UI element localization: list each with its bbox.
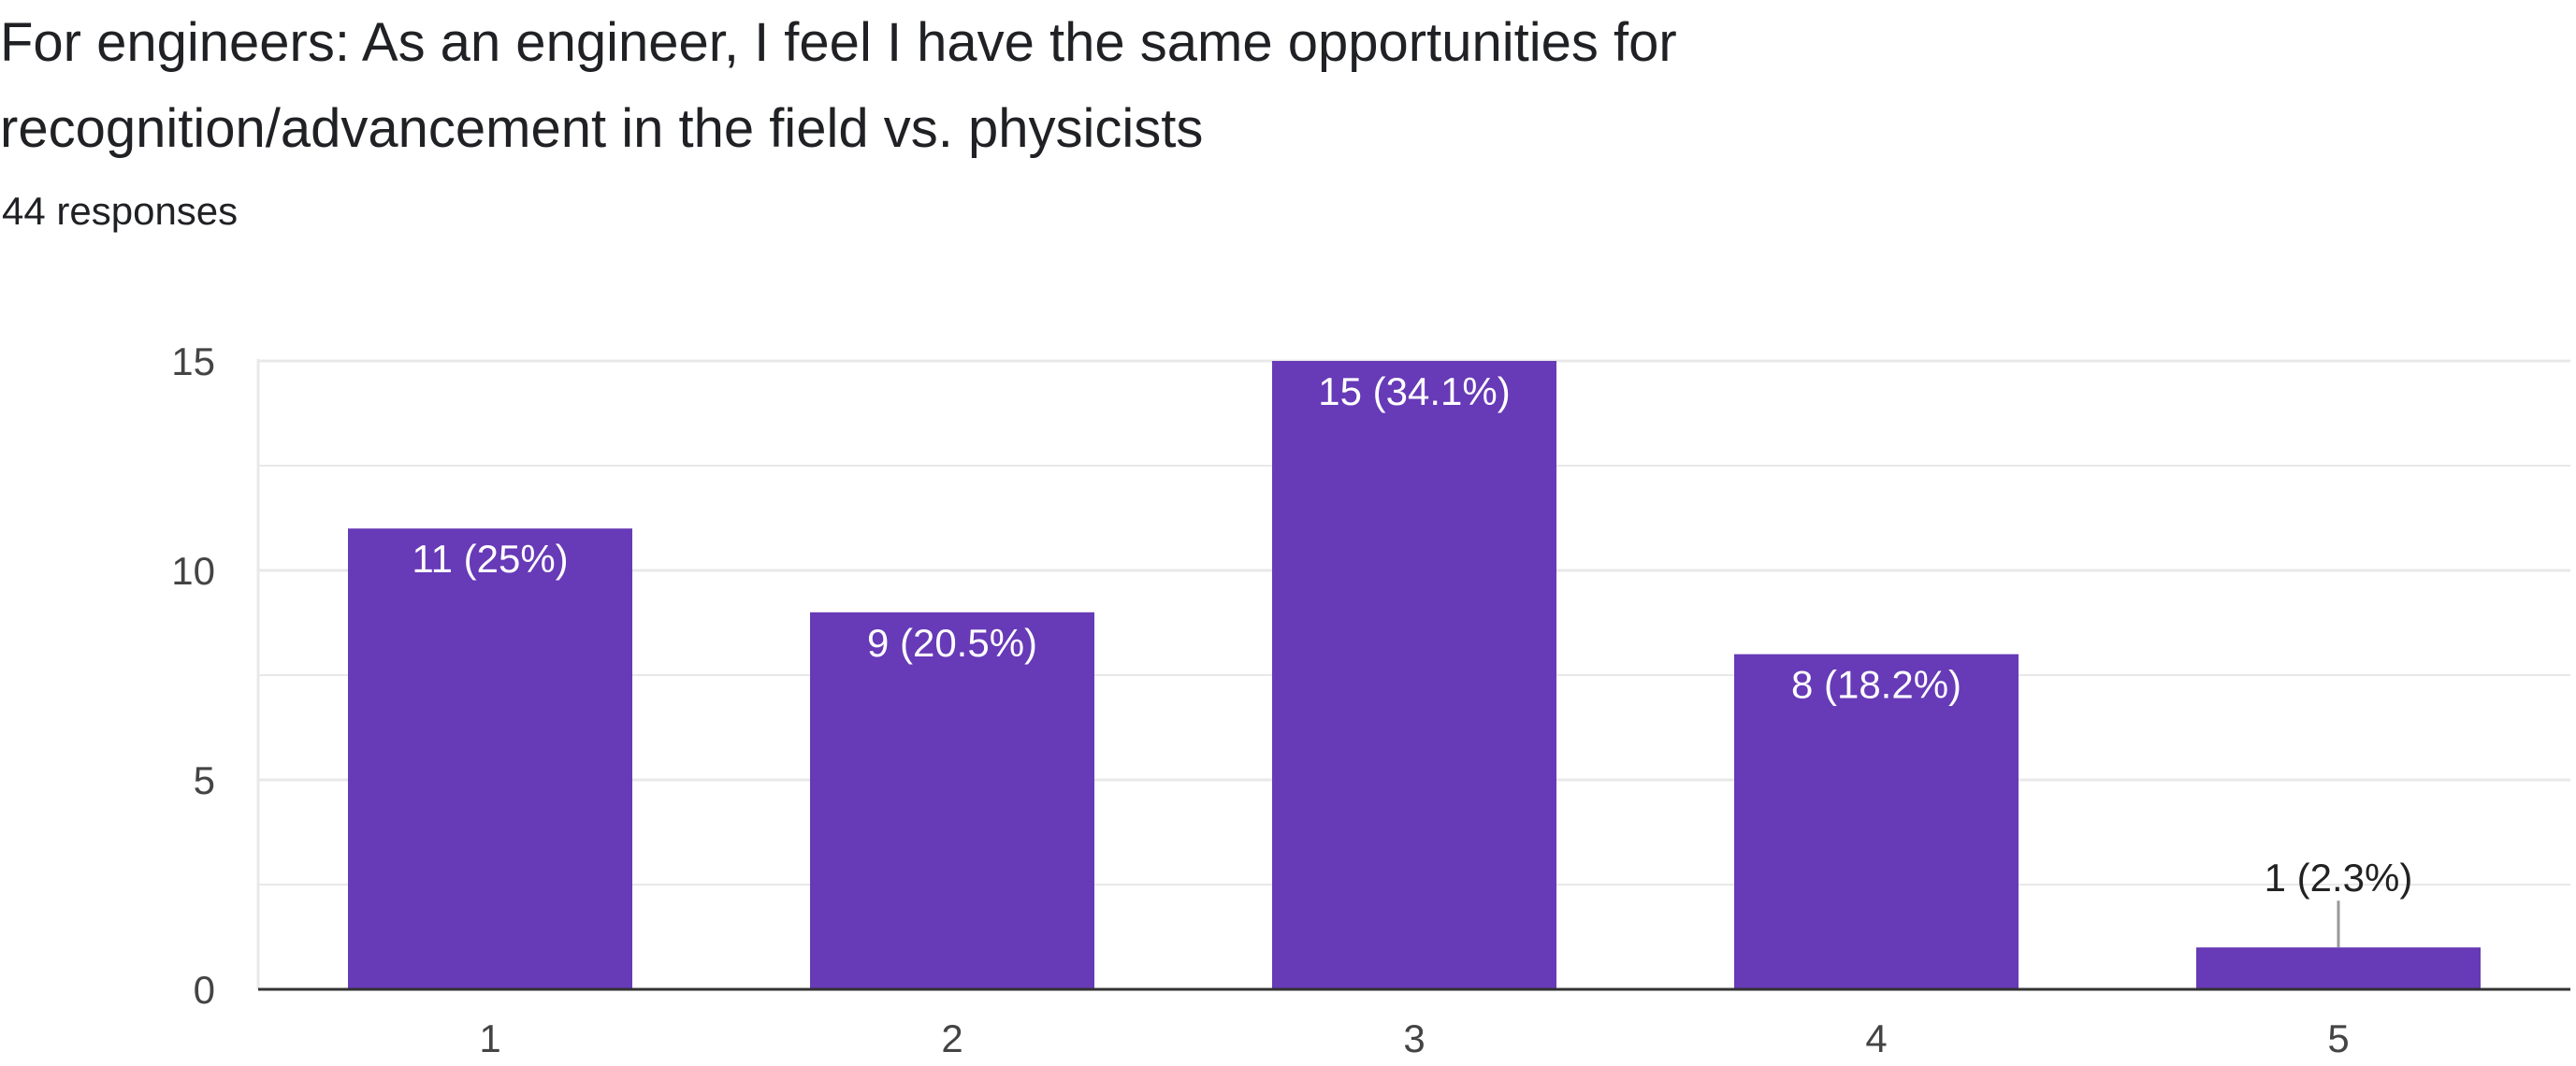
y-tick-label: 10	[171, 549, 215, 593]
chart-data-labels: 11 (25%) 9 (20.5%) 15 (34.1%) 8 (18.2%) 1 (2…	[412, 369, 2413, 948]
response-count: 44 responses	[2, 189, 239, 233]
data-label: 11 (25%)	[412, 537, 568, 581]
y-tick-label: 0	[194, 968, 215, 1012]
x-tick-label: 4	[1865, 1016, 1887, 1060]
x-tick-label: 2	[941, 1016, 962, 1060]
x-tick-label: 3	[1403, 1016, 1425, 1060]
data-label: 9 (20.5%)	[867, 621, 1037, 665]
question-title: For engineers: As an engineer, I feel I …	[0, 12, 1677, 159]
chart-axes: 0 5 10 15 1 2 3 4 5	[171, 339, 2570, 1060]
bar	[1734, 654, 2019, 989]
data-label: 8 (18.2%)	[1791, 663, 1961, 707]
y-tick-label: 5	[194, 758, 215, 802]
x-tick-label: 1	[479, 1016, 500, 1060]
y-tick-label: 15	[171, 339, 215, 383]
bar	[1272, 361, 1556, 989]
bar	[810, 612, 1094, 989]
bar	[2196, 947, 2481, 989]
chart-bars	[348, 361, 2481, 989]
data-label: 1 (2.3%)	[2265, 856, 2413, 900]
x-tick-label: 5	[2327, 1016, 2349, 1060]
data-label: 15 (34.1%)	[1318, 369, 1510, 413]
bar	[348, 528, 632, 989]
